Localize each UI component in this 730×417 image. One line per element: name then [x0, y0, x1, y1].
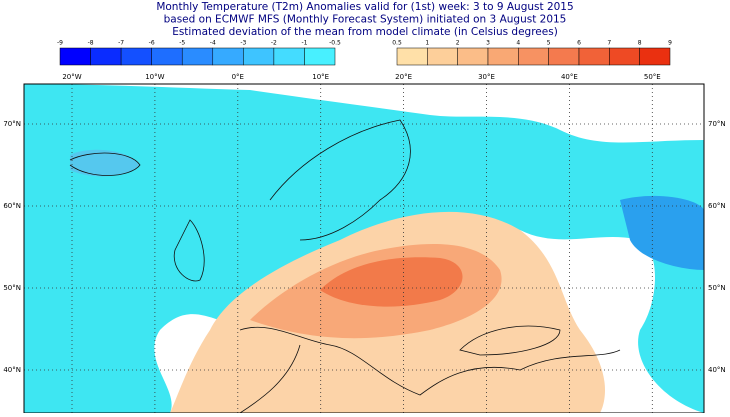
colorbar-label: 8 — [638, 40, 642, 47]
colorbar-label: 3 — [486, 40, 490, 47]
colorbar-label: 1 — [425, 40, 429, 47]
colorbar-box — [273, 47, 305, 66]
longitude-label: 40°E — [561, 73, 578, 81]
colorbar-box — [427, 47, 458, 66]
cool-region — [620, 195, 704, 270]
colorbar-box — [181, 47, 214, 66]
colorbar-box — [151, 47, 183, 66]
colorbar-label: 4 — [516, 40, 520, 47]
longitude-label: 30°E — [478, 73, 495, 81]
colorbar-box — [457, 47, 489, 66]
colorbar-box — [487, 47, 519, 66]
colorbar-box — [518, 47, 549, 66]
latitude-label: 40°N — [708, 366, 726, 374]
colorbar-box — [639, 47, 671, 66]
colorbar-box — [578, 47, 610, 66]
colorbar-label: 0.5 — [392, 40, 402, 47]
colorbar-label: -9 — [57, 40, 63, 47]
colorbar-box — [609, 47, 640, 66]
colorbar-label: -7 — [118, 40, 124, 47]
coastlines — [69, 119, 621, 414]
colorbar-label: 9 — [668, 40, 672, 47]
latitude-label: 50°N — [3, 284, 21, 292]
warm-region — [320, 257, 463, 307]
colorbar-box — [212, 47, 244, 66]
neutral-region — [24, 84, 704, 143]
colorbar-box — [304, 47, 336, 66]
colorbar-label: -6 — [149, 40, 155, 47]
colorbar-label: -3 — [240, 40, 246, 47]
colorbar-label: 7 — [607, 40, 611, 47]
longitude-label: 20°E — [395, 73, 412, 81]
colorbar-box — [548, 47, 580, 66]
colorbar-label: -1 — [301, 40, 307, 47]
colorbar-label: 2 — [456, 40, 460, 47]
title-line: Monthly Temperature (T2m) Anomalies vali… — [156, 1, 573, 13]
colorbar-box — [90, 47, 122, 66]
colorbar-label: -5 — [179, 40, 185, 47]
longitude-label: 20°W — [62, 73, 81, 81]
title-line: based on ECMWF MFS (Monthly Forecast Sys… — [164, 14, 567, 26]
latitude-label: 60°N — [708, 202, 726, 210]
colorbar-box — [243, 47, 275, 66]
longitude-label: 10°E — [312, 73, 329, 81]
colorbar-label: 6 — [577, 40, 581, 47]
longitude-label: 10°W — [145, 73, 164, 81]
longitude-label: 50°E — [644, 73, 661, 81]
colorbar-label: -4 — [210, 40, 216, 47]
colorbar-label: 5 — [547, 40, 551, 47]
colorbar-box — [59, 47, 91, 66]
latitude-label: 70°N — [708, 120, 726, 128]
longitude-label: 0°E — [232, 73, 244, 81]
colorbar-label: -8 — [88, 40, 94, 47]
latitude-label: 40°N — [3, 366, 21, 374]
colorbar-label: -0.5 — [329, 40, 341, 47]
title-line: Estimated deviation of the mean from mod… — [172, 26, 558, 38]
latitude-label: 70°N — [3, 120, 21, 128]
colorbar-label: -2 — [271, 40, 277, 47]
latitude-label: 50°N — [708, 284, 726, 292]
colorbar-box — [120, 47, 152, 66]
cool-region — [70, 149, 140, 177]
colorbar-box — [396, 47, 428, 66]
latitude-label: 60°N — [3, 202, 21, 210]
map — [23, 83, 705, 414]
